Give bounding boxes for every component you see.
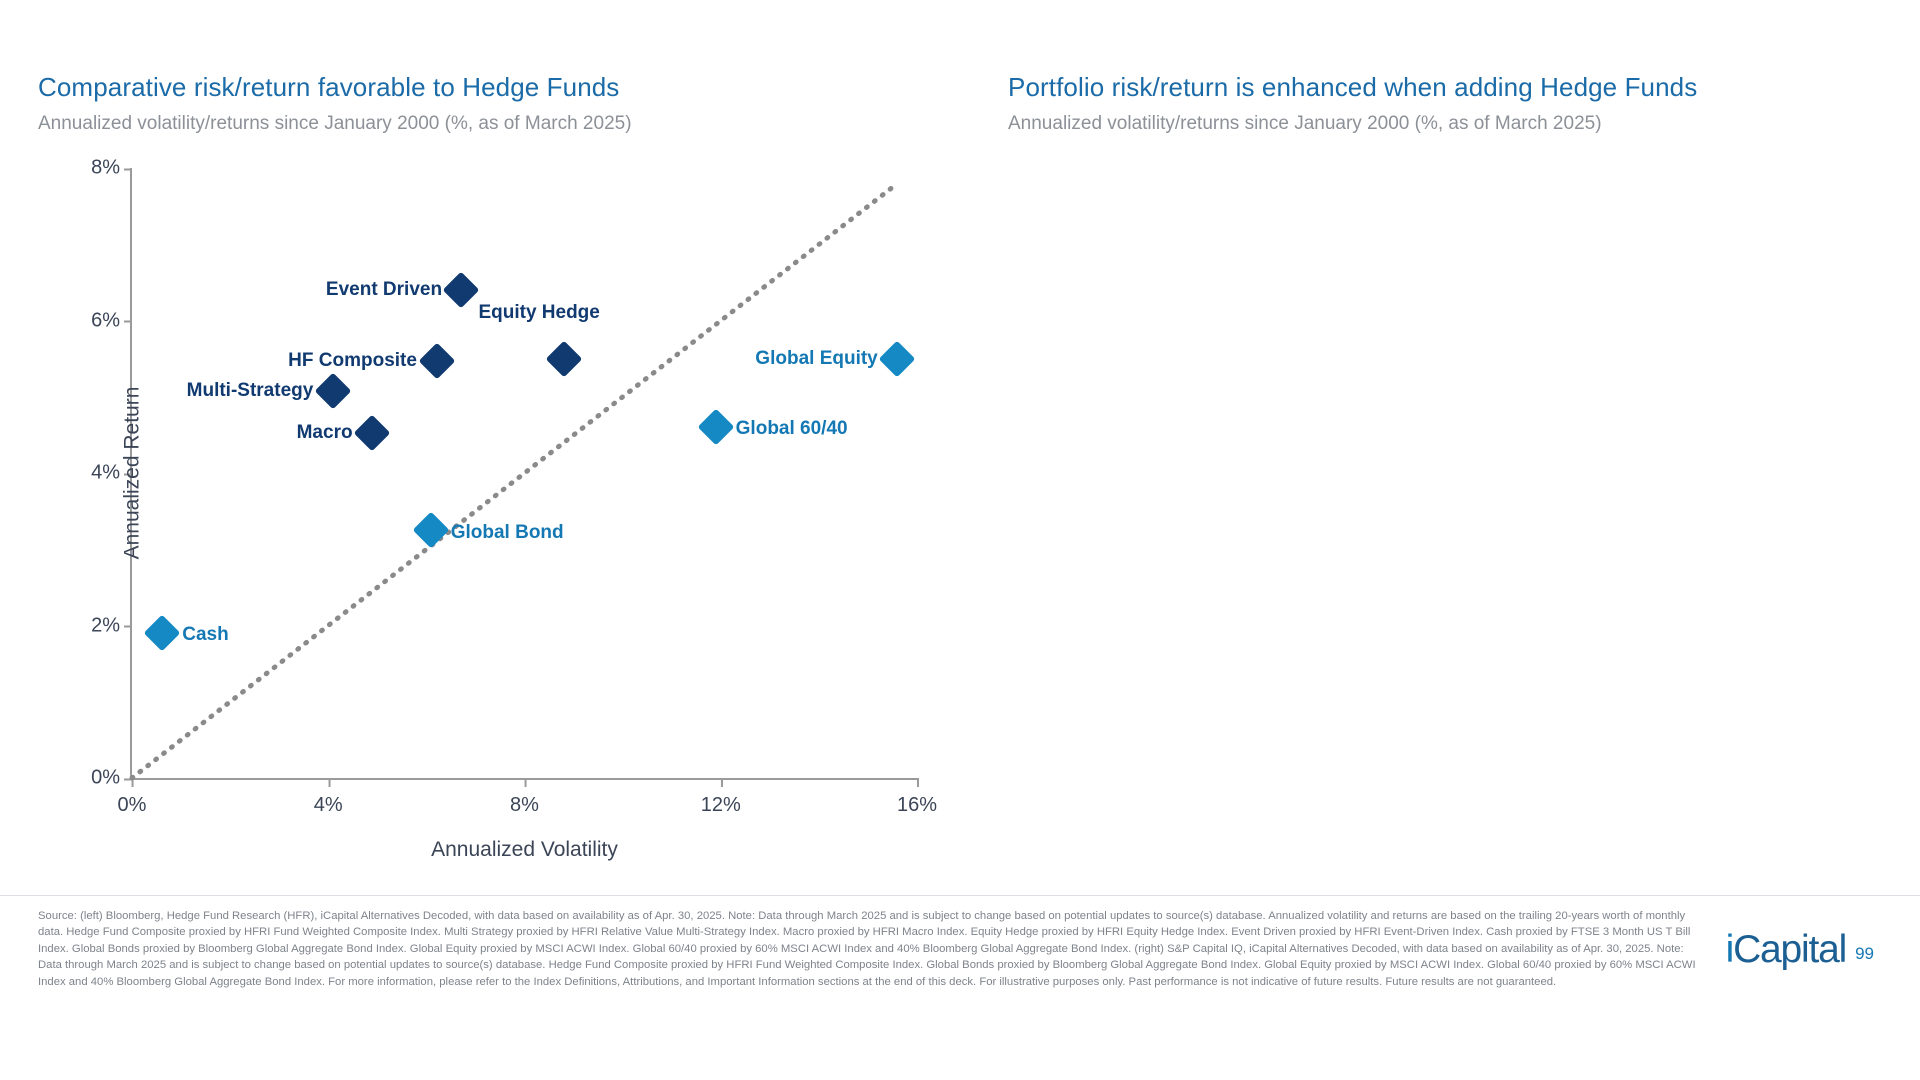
label-global-6040: Global 60/40	[735, 417, 848, 439]
footer-divider	[0, 895, 1920, 896]
left-xtick-0: 0%	[118, 778, 146, 817]
brand-block: iCapital 99	[1726, 930, 1874, 969]
left-ytick-6: 6%	[91, 309, 132, 332]
label-global-bond: Global Bond	[450, 522, 564, 544]
right-panel-subtitle: Annualized volatility/returns since Janu…	[1008, 113, 1602, 134]
page-number: 99	[1855, 944, 1874, 963]
left-xtick-4: 4%	[314, 778, 343, 817]
reference-line	[129, 180, 901, 781]
left-xtick-12: 12%	[701, 778, 741, 817]
left-ytick-8: 8%	[91, 157, 132, 180]
left-panel-subtitle: Annualized volatility/returns since Janu…	[38, 113, 632, 134]
label-multi-strategy: Multi-Strategy	[186, 380, 314, 402]
left-xtick-16: 16%	[897, 778, 937, 817]
left-plot-area: 8% 6% 4% 2% 0% 0% 4% 8% 12% 16% Annualiz…	[91, 157, 937, 862]
left-xtick-8: 8%	[510, 778, 539, 817]
icapital-logo: iCapital	[1725, 928, 1848, 971]
logo-capital: Capital	[1733, 928, 1847, 971]
left-ytick-2: 2%	[91, 614, 132, 637]
label-global-equity: Global Equity	[755, 347, 878, 369]
left-ytick-0: 0%	[91, 767, 132, 790]
left-x-axis-title: Annualized Volatility	[431, 838, 618, 861]
label-macro: Macro	[296, 421, 353, 443]
right-panel-title: Portfolio risk/return is enhanced when a…	[1008, 72, 1698, 102]
left-panel-title: Comparative risk/return favorable to Hed…	[38, 72, 620, 102]
left-chart-panel: Comparative risk/return favorable to Hed…	[0, 0, 960, 880]
left-ytick-4: 4%	[91, 462, 132, 485]
label-event-driven: Event Driven	[325, 278, 443, 300]
logo-i: i	[1725, 928, 1735, 971]
source-footnote: Source: (left) Bloomberg, Hedge Fund Res…	[38, 910, 1696, 988]
right-chart-panel: Portfolio risk/return is enhanced when a…	[960, 0, 1920, 880]
label-cash: Cash	[182, 624, 229, 646]
label-equity-hedge: Equity Hedge	[478, 301, 600, 323]
label-hf-composite: HF Composite	[288, 349, 417, 371]
